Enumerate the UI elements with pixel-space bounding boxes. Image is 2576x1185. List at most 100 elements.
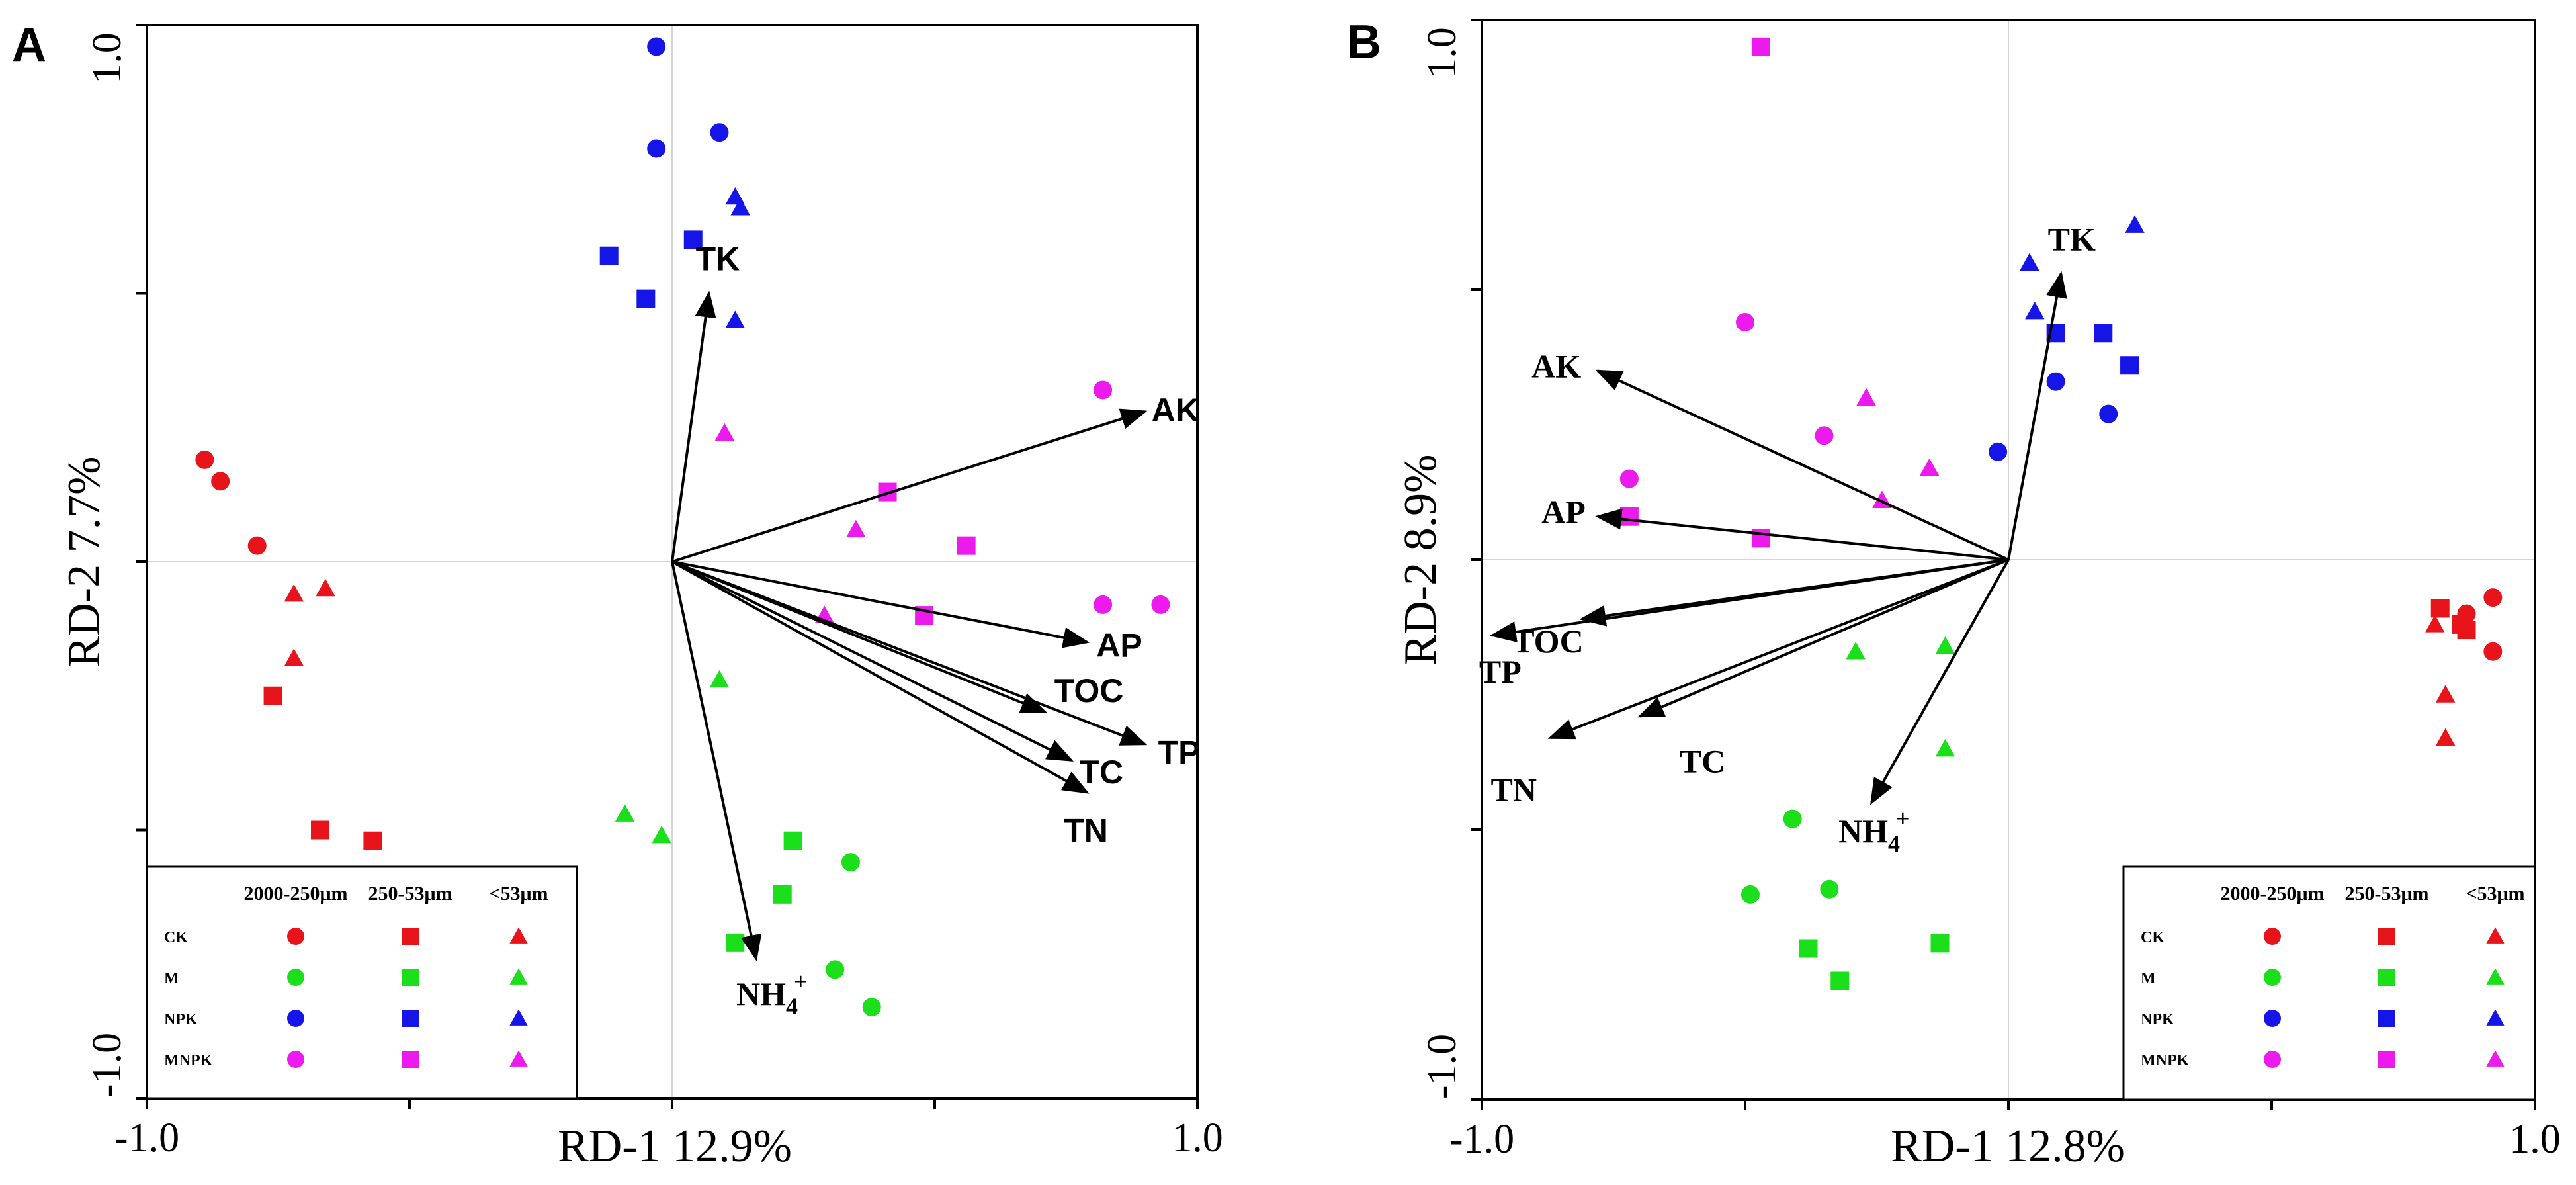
- data-point-ck-square: [311, 820, 330, 840]
- data-point-npk-triangle: [730, 198, 750, 216]
- vector-label: TP: [1158, 734, 1201, 771]
- data-point-mnpk-triangle: [846, 519, 866, 538]
- panel-letter: A: [12, 19, 46, 71]
- legend-marker-mnpk-square: [402, 1051, 419, 1068]
- data-point-m-square: [773, 885, 792, 904]
- vector-label: TN: [1064, 812, 1108, 850]
- legend-marker-m-triangle: [2486, 968, 2505, 985]
- data-point-mnpk-triangle: [714, 423, 735, 441]
- data-point-ck-triangle: [2425, 615, 2445, 633]
- vector-label: AP: [1541, 494, 1586, 531]
- legend-treatment-label: MNPK: [2141, 1052, 2190, 1069]
- vector-arrow: [671, 560, 1074, 762]
- data-point-ck-square: [2452, 615, 2471, 634]
- data-point-npk-square: [683, 230, 703, 249]
- vector-label: TN: [1490, 771, 1536, 808]
- vector-arrow: [671, 290, 716, 562]
- data-point-mnpk-triangle: [1856, 388, 1876, 406]
- data-point-m-circle: [1740, 885, 1760, 904]
- data-point-m-square: [783, 831, 802, 850]
- data-point-m-triangle: [652, 825, 671, 844]
- data-point-npk-triangle: [2020, 253, 2039, 271]
- x-tick-label: 1.0: [2509, 1117, 2561, 1162]
- vector-label: TP: [1479, 653, 1522, 690]
- data-point-mnpk-triangle: [1919, 458, 1940, 476]
- panel-a: A -1.0 1.0 1.0 -1.0 RD-1 12.9% RD-2 7.7% TK AK AP…: [12, 19, 1223, 1172]
- vector-arrow: [1595, 369, 2009, 561]
- vector-arrow: [2007, 271, 2067, 560]
- vector-label: TOC: [1512, 623, 1583, 660]
- data-point-npk-triangle: [2125, 215, 2145, 233]
- vector-arrow: [671, 408, 1148, 563]
- x-tick-label: -1.0: [1449, 1117, 1514, 1162]
- data-point-mnpk-circle: [1094, 380, 1113, 400]
- vector-label: TK: [2048, 221, 2096, 258]
- y-axis-title: RD-2 7.7%: [59, 457, 110, 668]
- y-tick-label: 1.0: [85, 32, 130, 84]
- data-point-mnpk-circle: [1094, 595, 1113, 614]
- vector-label: NH4+: [736, 968, 808, 1020]
- data-point-m-triangle: [615, 804, 635, 822]
- legend-marker-npk-square: [2378, 1010, 2395, 1027]
- legend-marker-ck-circle: [2264, 928, 2281, 945]
- data-point-ck-circle: [211, 472, 230, 491]
- legend-marker-mnpk-square: [2378, 1051, 2395, 1068]
- vector-arrow: [1489, 558, 2009, 642]
- legend-size-header: 2000-250μm: [2221, 883, 2325, 904]
- legend-treatment-label: CK: [2141, 929, 2165, 946]
- x-axis-title: RD-1 12.9%: [558, 1121, 792, 1172]
- legend-marker-npk-square: [402, 1010, 419, 1027]
- legend-marker-ck-square: [402, 928, 419, 945]
- legend-size-header: <53μm: [2466, 883, 2524, 904]
- legend-marker-ck-circle: [287, 928, 304, 945]
- vector-label: AP: [1096, 627, 1142, 664]
- legend-size-header: 250-53μm: [368, 883, 452, 904]
- legend-box: [2122, 865, 2536, 1101]
- data-point-m-triangle: [1935, 738, 1955, 757]
- panel-letter: B: [1347, 16, 1381, 69]
- data-point-npk-triangle: [2025, 301, 2045, 320]
- data-point-m-circle: [1820, 879, 1839, 899]
- vector-label: TC: [1680, 743, 1725, 780]
- vector-arrow: [1547, 558, 2009, 740]
- vector-label: NH4+: [1838, 805, 1910, 857]
- panel-b: B -1.0 1.0 1.0 -1.0 RD-1 12.8% RD-2 8.9% TK AK AP…: [1347, 16, 2561, 1172]
- data-point-ck-triangle: [2435, 728, 2456, 746]
- legend-treatment-label: CK: [164, 929, 188, 946]
- data-point-ck-circle: [195, 450, 214, 469]
- data-point-npk-square: [636, 289, 656, 308]
- legend-marker-mnpk-triangle: [509, 1050, 528, 1067]
- legend-treatment-label: NPK: [164, 1011, 198, 1028]
- legend-marker-mnpk-triangle: [2486, 1050, 2505, 1067]
- legend-size-header: <53μm: [489, 883, 548, 904]
- data-point-m-circle: [1783, 809, 1802, 828]
- data-point-m-triangle: [1935, 636, 1955, 654]
- legend-marker-m-triangle: [509, 968, 528, 985]
- data-point-npk-circle: [647, 37, 666, 56]
- data-point-mnpk-square: [1619, 507, 1639, 526]
- legend-marker-npk-triangle: [509, 1009, 528, 1026]
- legend-marker-m-circle: [2264, 969, 2281, 986]
- vector-arrow: [671, 561, 762, 962]
- legend-marker-ck-square: [2378, 928, 2395, 945]
- data-point-ck-triangle: [284, 584, 304, 602]
- data-point-npk-square: [2120, 356, 2139, 375]
- data-point-ck-triangle: [316, 578, 335, 597]
- legend-marker-npk-circle: [287, 1010, 304, 1027]
- x-tick-label: -1.0: [114, 1116, 179, 1161]
- data-point-ck-triangle: [2435, 685, 2456, 703]
- data-point-ck-square: [2430, 599, 2450, 618]
- x-axis-title: RD-1 12.8%: [1891, 1121, 2125, 1172]
- legend-box: [146, 865, 578, 1100]
- data-point-m-triangle: [709, 670, 730, 688]
- data-point-npk-square: [599, 246, 619, 265]
- data-point-npk-circle: [2046, 372, 2065, 391]
- vector-label: TOC: [1054, 672, 1124, 709]
- legend-marker-m-circle: [287, 969, 304, 986]
- vector-label: TK: [696, 241, 740, 278]
- data-point-npk-circle: [710, 123, 729, 142]
- data-point-ck-circle: [2483, 588, 2503, 607]
- data-point-m-square: [1930, 934, 1950, 953]
- data-point-m-square: [1830, 971, 1850, 990]
